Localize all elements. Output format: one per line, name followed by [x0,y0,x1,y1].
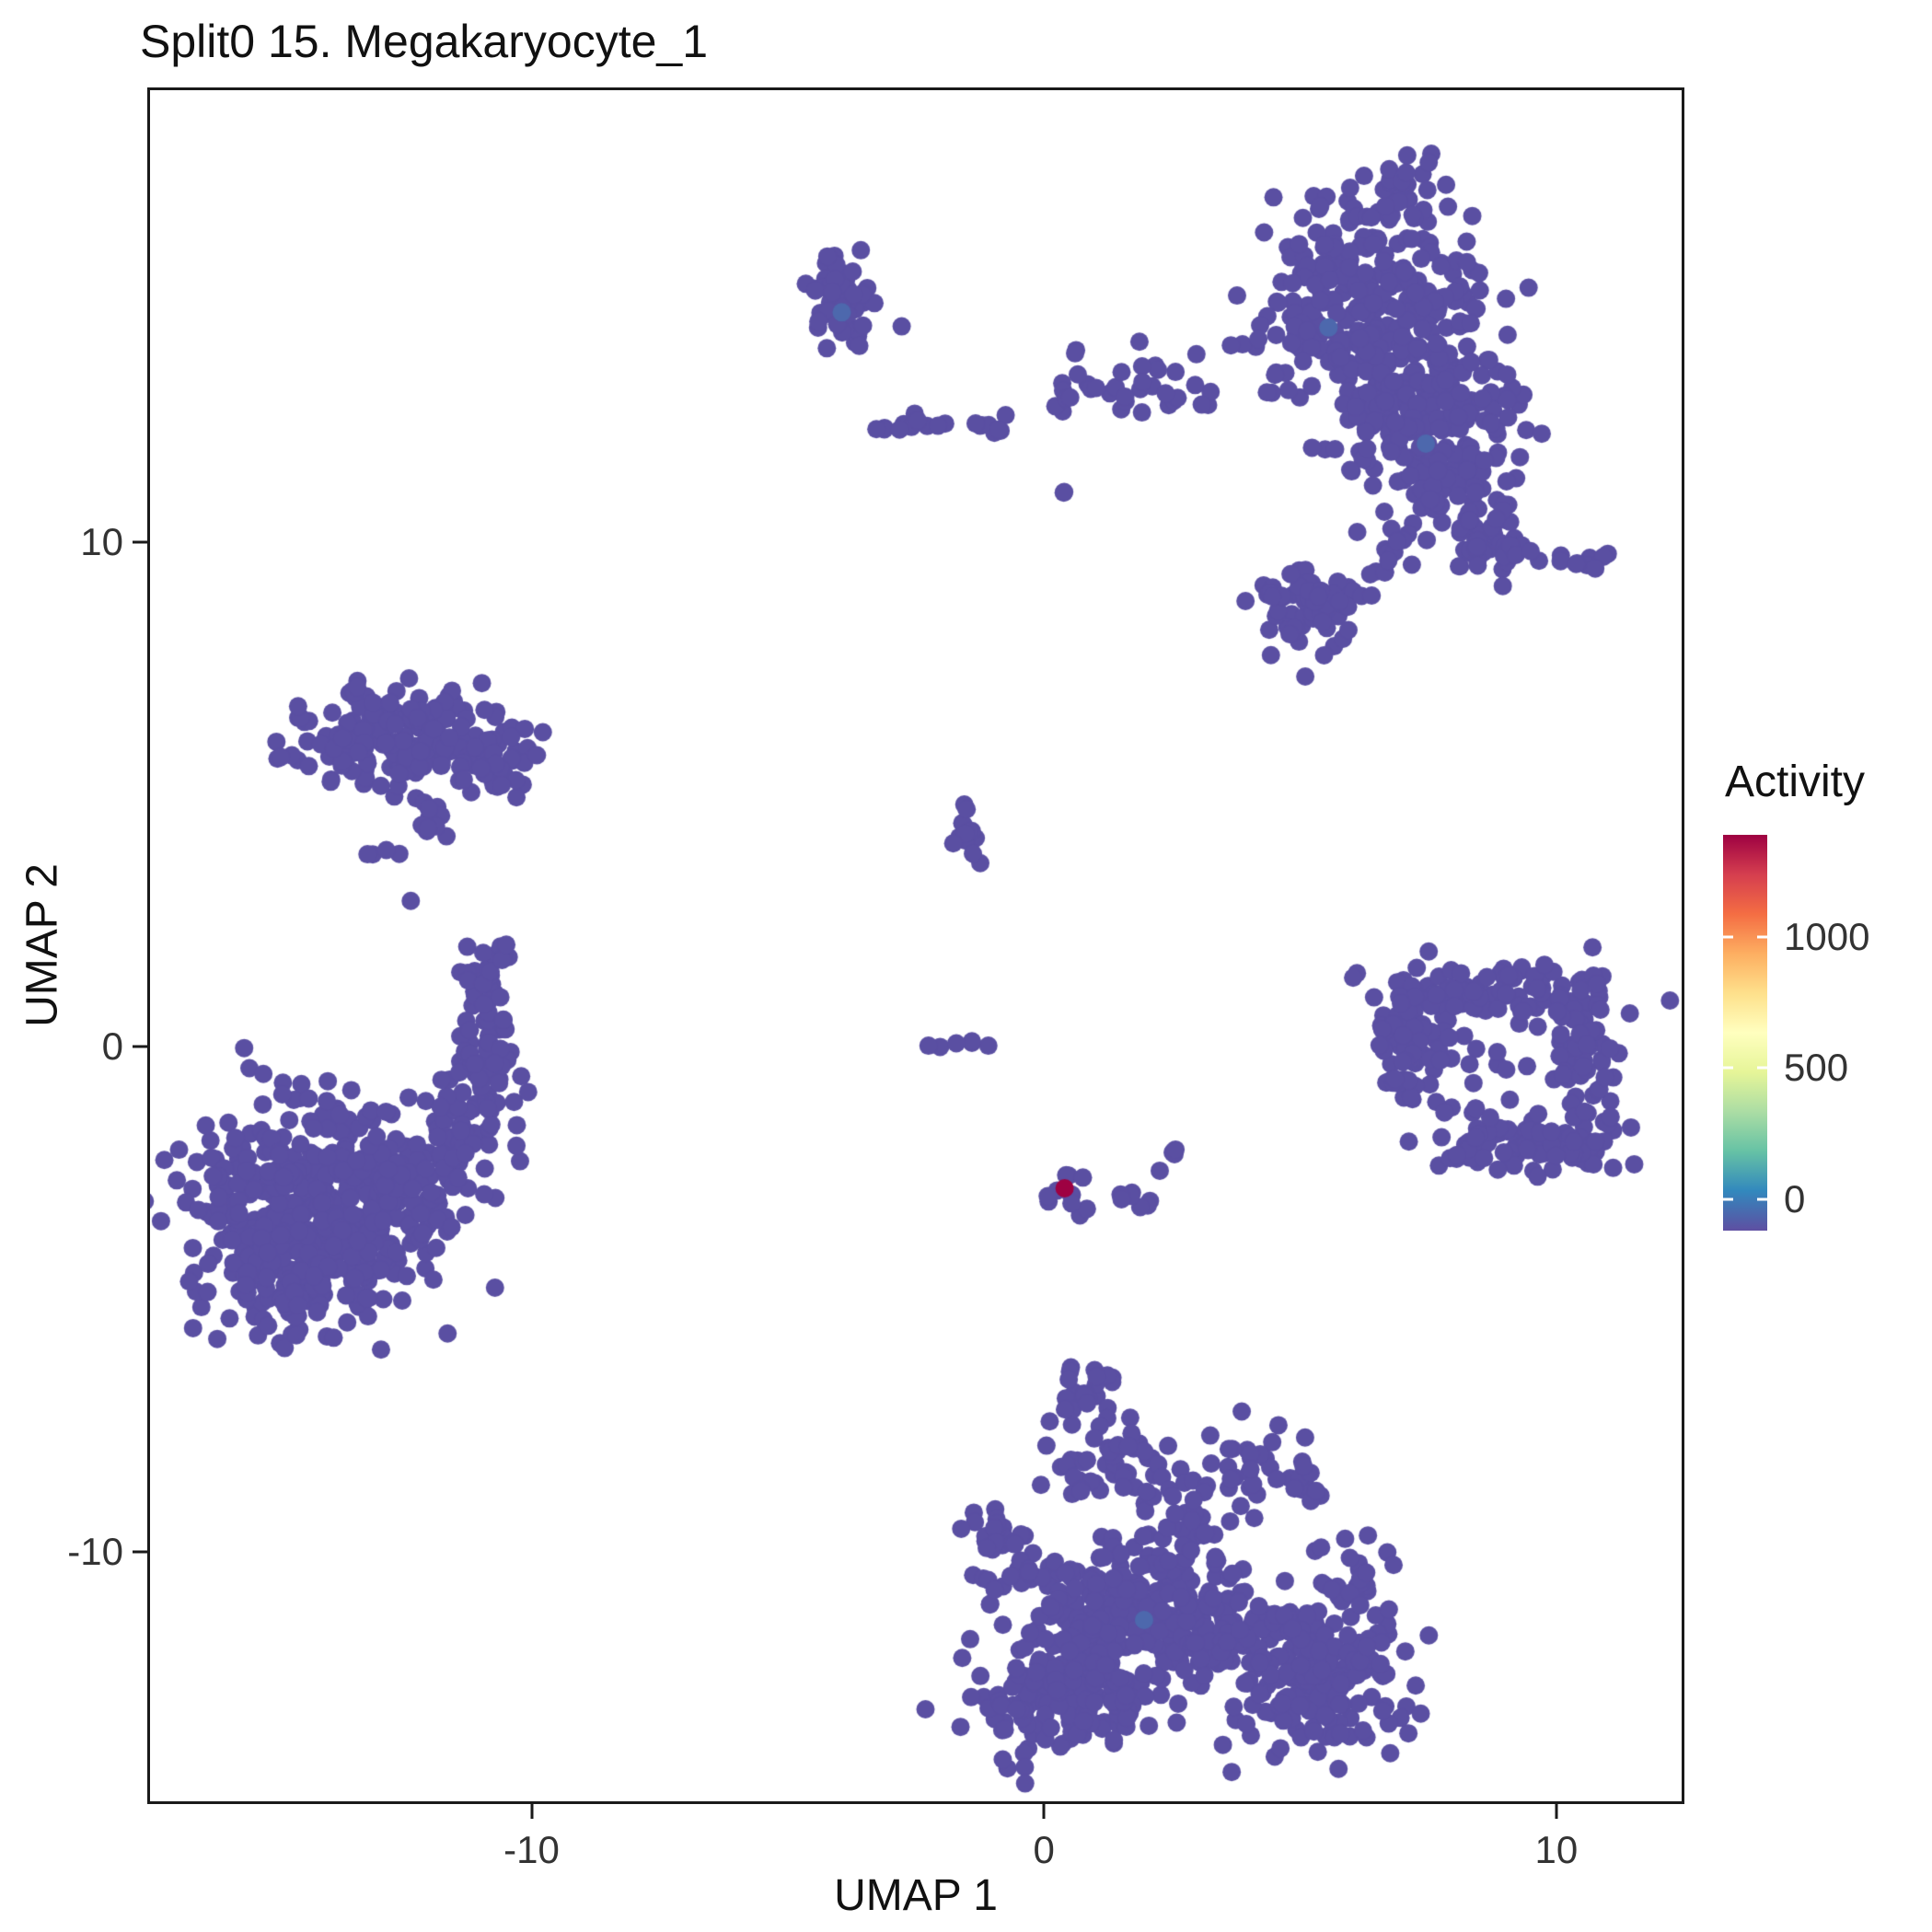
y-tick-label: 0 [101,1024,123,1069]
y-tick-label: 10 [80,519,123,563]
colorbar-tick-mark [1757,935,1767,939]
x-tick-label: 0 [1033,1828,1055,1871]
x-tick-mark [530,1804,533,1819]
colorbar-tick-mark [1723,1197,1733,1201]
colorbar-tick-mark [1723,1066,1733,1070]
plot-panel [147,87,1684,1804]
colorbar-tick-mark [1757,1066,1767,1070]
colorbar-tick-label: 0 [1784,1176,1806,1221]
x-tick-label: -10 [503,1828,560,1871]
y-axis-label: UMAP 2 [17,863,67,1027]
x-axis-label: UMAP 1 [834,1871,998,1920]
colorbar-gradient: 0 500 1000 [1723,835,1869,1231]
colorbar-tick-mark [1723,935,1733,939]
x-tick-label: 10 [1534,1828,1579,1871]
legend-title: Activity [1725,758,1866,806]
y-tick-label: -10 [67,1529,123,1573]
colorbar-tick-label: 1000 [1784,915,1870,959]
y-tick-mark [133,1550,147,1554]
chart-title: Split0 15. Megakaryocyte_1 [140,16,709,67]
colorbar-legend: Activity 0 500 1000 [1723,757,1926,1231]
colorbar-tick-label: 500 [1784,1046,1849,1090]
colorbar-tick-mark [1757,1197,1767,1201]
umap-scatter-canvas [150,90,1682,1801]
x-tick-mark [1042,1804,1046,1819]
x-tick-mark [1555,1804,1558,1819]
y-tick-mark [133,540,147,544]
y-tick-mark [133,1045,147,1048]
